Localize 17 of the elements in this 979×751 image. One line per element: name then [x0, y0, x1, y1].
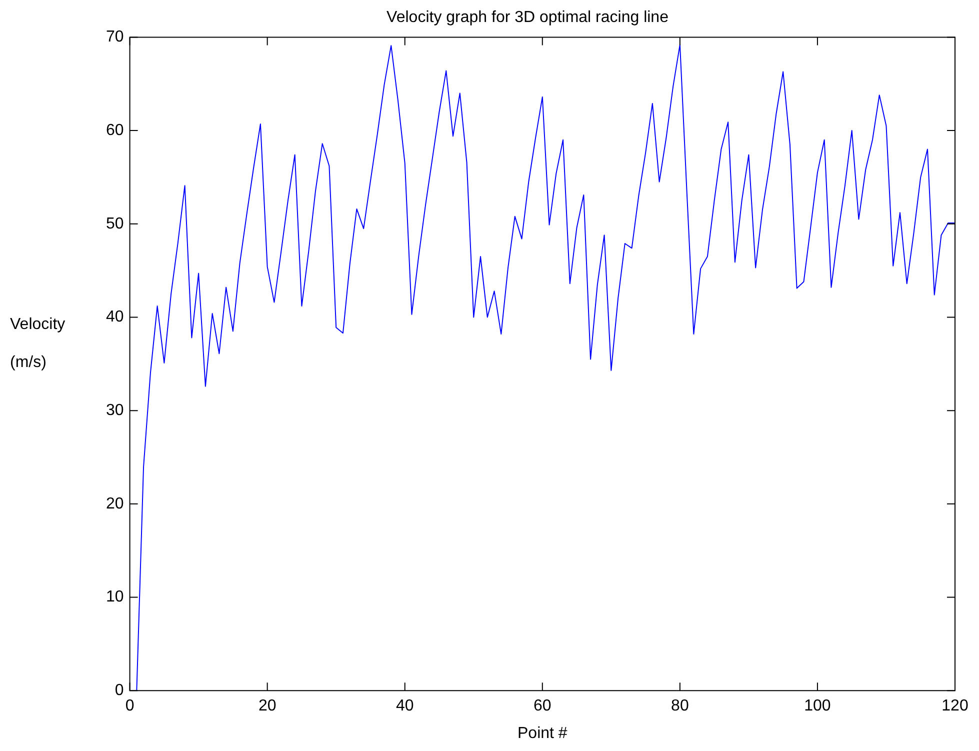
y-tick-label: 70 — [106, 28, 124, 46]
x-tick-label: 60 — [534, 698, 552, 715]
y-tick-label: 60 — [106, 122, 124, 139]
y-tick-label: 30 — [106, 402, 124, 419]
x-tick-label: 120 — [942, 698, 968, 715]
x-tick-label: 100 — [804, 698, 831, 715]
x-tick-label: 40 — [396, 698, 414, 715]
text: Velocity (m/s) — [10, 316, 66, 371]
y-tick-label: 40 — [106, 308, 124, 326]
y-tick-label: 10 — [106, 588, 124, 606]
y-tick-label: 50 — [106, 215, 124, 232]
x-axis-title: Point # — [517, 724, 568, 742]
x-tick-label: 80 — [671, 698, 689, 715]
y-tick-label: 0 — [114, 682, 124, 700]
x-tick-label: 20 — [258, 698, 276, 715]
y-tick-label: 20 — [106, 495, 124, 512]
chart-title: Velocity graph for 3D optimal racing line — [386, 9, 669, 26]
